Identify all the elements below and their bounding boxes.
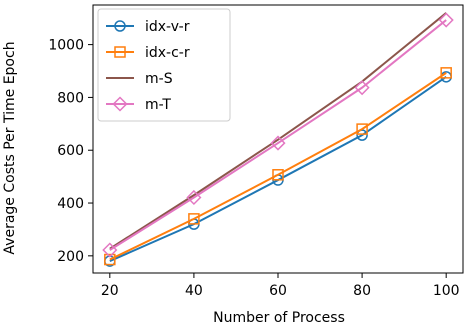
x-axis-label: Number of Process bbox=[213, 310, 345, 326]
y-axis-label: Average Costs Per Time Epoch bbox=[2, 41, 18, 254]
legend-marker-idx-c-r bbox=[114, 46, 126, 58]
data-point-idx-c-r bbox=[104, 253, 116, 266]
legend: idx-v-r idx-c-r m-S m-T bbox=[97, 8, 231, 122]
x-tick-label: 60 bbox=[269, 283, 287, 299]
y-tick-label: 600 bbox=[57, 143, 84, 159]
x-tick-label: 40 bbox=[185, 283, 203, 299]
y-tick-label: 800 bbox=[57, 90, 84, 106]
series-line-idx-c-r bbox=[109, 72, 447, 261]
series-line-m-S bbox=[109, 12, 447, 250]
axes: 20 40 60 80 100 200 400 600 800 1000 bbox=[48, 4, 464, 299]
legend-label-m-T: m-T bbox=[145, 97, 171, 113]
x-tick-label: 20 bbox=[101, 283, 119, 299]
y-tick-label: 200 bbox=[57, 249, 84, 265]
legend-label-idx-c-r: idx-c-r bbox=[145, 45, 190, 61]
y-tick-label: 1000 bbox=[48, 38, 84, 54]
series-line-m-T bbox=[109, 19, 447, 251]
data-point-m-T bbox=[270, 135, 286, 151]
data-point-idx-c-r bbox=[440, 67, 452, 79]
data-point-m-T bbox=[438, 12, 454, 28]
legend-marker-idx-v-r bbox=[114, 20, 126, 32]
data-point-idx-c-r bbox=[356, 123, 368, 135]
data-point-m-T bbox=[354, 80, 370, 96]
x-tick-label: 100 bbox=[433, 283, 460, 299]
data-point-idx-c-r bbox=[272, 169, 284, 181]
data-point-idx-c-r bbox=[188, 213, 200, 225]
data-point-m-T bbox=[102, 242, 118, 258]
y-tick-label: 400 bbox=[57, 196, 84, 212]
data-point-m-T bbox=[186, 189, 202, 206]
legend-label-idx-v-r: idx-v-r bbox=[145, 19, 190, 35]
x-tick-label: 80 bbox=[353, 283, 371, 299]
legend-box bbox=[97, 8, 231, 122]
plot-area bbox=[102, 12, 454, 267]
legend-label-m-S: m-S bbox=[145, 71, 173, 87]
legend-marker-m-T bbox=[112, 96, 128, 112]
